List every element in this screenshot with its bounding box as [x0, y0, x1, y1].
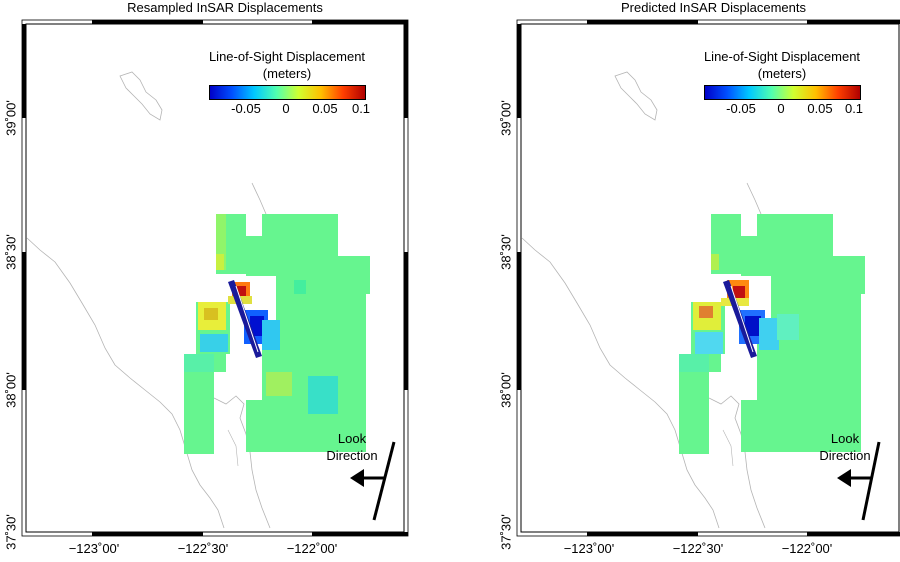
displacement-field [184, 214, 370, 454]
longitude-label: −122˚30' [177, 541, 229, 556]
colorbar-title-line2: (meters) [262, 66, 312, 81]
colorbar-tick: 0.05 [807, 101, 833, 116]
colorbar-title: Line-of-Sight Displacement (meters) [187, 48, 387, 82]
colorbar-tick: 0.05 [312, 101, 338, 116]
latitude-label: 38˚30' [498, 234, 514, 270]
look-direction-label: Look Direction [805, 430, 885, 464]
colorbar-title-line1: Line-of-Sight Displacement [703, 49, 861, 64]
longitude-label: −123˚00' [68, 541, 120, 556]
map-frame [516, 19, 900, 537]
longitude-label: −123˚00' [563, 541, 615, 556]
look-direction-line2: Direction [326, 448, 378, 463]
colorbar [209, 85, 366, 100]
colorbar-tick: 0.1 [351, 101, 371, 116]
look-direction-line1: Look [337, 431, 367, 446]
panel-title: Predicted InSAR Displacements [621, 0, 806, 15]
map-frame [21, 19, 409, 537]
colorbar-tick: -0.05 [726, 101, 756, 116]
map-canvas [21, 19, 409, 537]
latitude-label: 38˚30' [3, 234, 19, 270]
colorbar-title-line1: Line-of-Sight Displacement [208, 49, 366, 64]
fault-trace [723, 280, 757, 358]
colorbar-title: Line-of-Sight Displacement (meters) [682, 48, 882, 82]
colorbar-tick: 0 [777, 101, 785, 116]
longitude-label: −122˚00' [286, 541, 338, 556]
latitude-label: 38˚00' [3, 372, 19, 408]
map-canvas [516, 19, 900, 537]
map-panel-predicted: Predicted InSAR Displacements Line-of-Si… [495, 0, 900, 562]
look-direction-line1: Look [830, 431, 860, 446]
look-direction-arrow [837, 441, 881, 521]
latitude-label: 39˚00' [498, 100, 514, 136]
colorbar-tick: 0.1 [844, 101, 864, 116]
colorbar [704, 85, 861, 100]
colorbar-title-line2: (meters) [757, 66, 807, 81]
colorbar-tick: 0 [282, 101, 290, 116]
latitude-label: 37˚30' [3, 514, 19, 550]
latitude-label: 39˚00' [3, 100, 19, 136]
latitude-label: 37˚30' [498, 514, 514, 550]
map-panel-resampled: Resampled InSAR Displacements Line-of-Si… [3, 0, 409, 556]
look-direction-arrow [350, 441, 396, 521]
look-direction-line2: Direction [819, 448, 871, 463]
longitude-label: −122˚00' [781, 541, 833, 556]
look-direction-label: Look Direction [312, 430, 392, 464]
colorbar-tick: -0.05 [231, 101, 261, 116]
longitude-label: −122˚30' [672, 541, 724, 556]
latitude-label: 38˚00' [498, 372, 514, 408]
panel-title: Resampled InSAR Displacements [127, 0, 323, 15]
displacement-field [679, 214, 865, 454]
fault-trace [228, 280, 262, 358]
